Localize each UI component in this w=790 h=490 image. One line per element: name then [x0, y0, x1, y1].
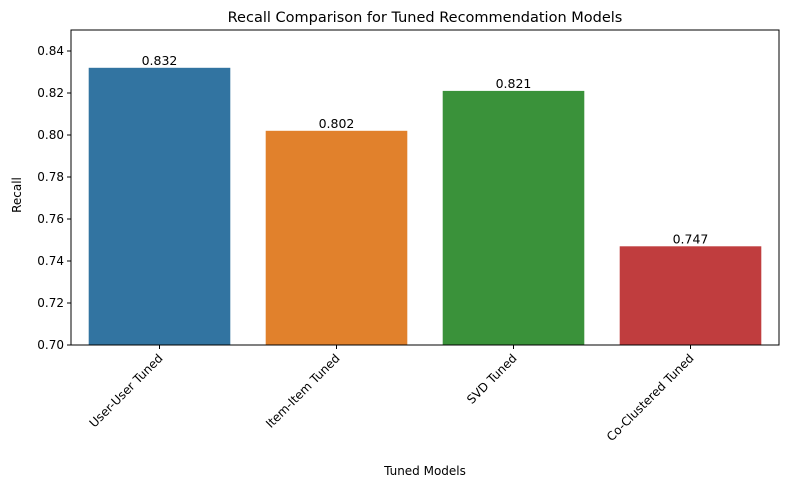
- axes-frame: [70, 29, 780, 346]
- y-tick-label-6: 0.82: [37, 86, 64, 100]
- y-tick-label-7: 0.84: [37, 44, 64, 58]
- plot-area: 0.832 0.802 0.821 0.747 0.70 0.72 0.74 0.76 0.78…: [37, 29, 780, 444]
- x-tick-label-2: SVD Tuned: [464, 351, 520, 407]
- y-tick-label-4: 0.78: [37, 170, 64, 184]
- bar-2: [442, 90, 585, 346]
- y-tick-label-0: 0.70: [37, 338, 64, 352]
- chart-title: Recall Comparison for Tuned Recommendati…: [228, 10, 623, 26]
- y-tick-label-1: 0.72: [37, 296, 64, 310]
- data-label-2: 0.821: [496, 76, 532, 91]
- bar-0: [88, 67, 231, 346]
- bar-1: [265, 130, 408, 345]
- y-tick-label-2: 0.74: [37, 254, 64, 268]
- data-label-1: 0.802: [319, 116, 355, 131]
- y-axis-label: Recall: [10, 177, 24, 213]
- x-tick-label-3: Co-Clustered Tuned: [604, 351, 697, 444]
- y-tick-label-5: 0.80: [37, 128, 64, 142]
- x-tick-label-0: User-User Tuned: [87, 351, 166, 430]
- data-label-0: 0.832: [142, 53, 178, 68]
- bar-3: [619, 246, 762, 345]
- x-axis-label: Tuned Models: [383, 464, 466, 478]
- x-tick-label-1: Item-Item Tuned: [263, 351, 343, 431]
- y-tick-label-3: 0.76: [37, 212, 64, 226]
- data-label-3: 0.747: [673, 231, 709, 246]
